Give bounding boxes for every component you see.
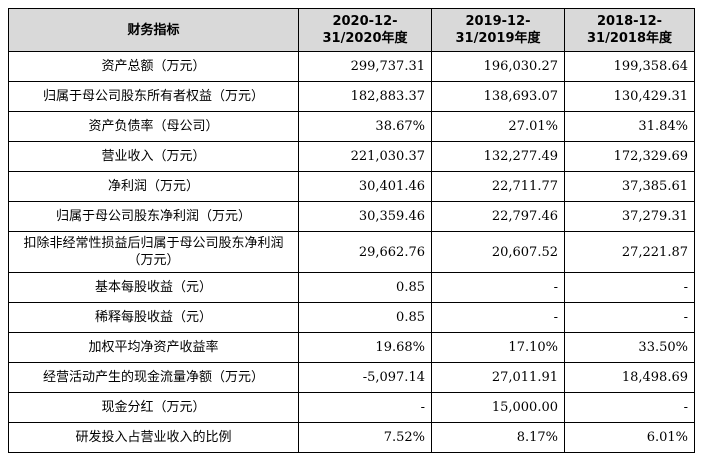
cell-2018: 27,221.87 [564, 231, 695, 273]
cell-2019: 22,711.77 [431, 171, 565, 202]
header-2018: 2018-12-31/2018年度 [564, 8, 695, 52]
cell-2019: - [431, 302, 565, 333]
table-row: 营业收入（万元） 221,030.37 132,277.49 172,329.6… [8, 141, 695, 172]
cell-2018: 130,429.31 [564, 81, 695, 112]
cell-2020: 30,401.46 [298, 171, 432, 202]
table-row: 基本每股收益（元） 0.85 - - [8, 272, 695, 303]
cell-2018: 31.84% [564, 111, 695, 142]
cell-2019: 196,030.27 [431, 51, 565, 82]
row-label: 扣除非经常性损益后归属于母公司股东净利润（万元） [8, 231, 299, 273]
cell-2019: 8.17% [431, 422, 565, 453]
cell-2019: - [431, 272, 565, 303]
cell-2020: 29,662.76 [298, 231, 432, 273]
cell-2018: - [564, 272, 695, 303]
cell-2019: 138,693.07 [431, 81, 565, 112]
cell-2020: 182,883.37 [298, 81, 432, 112]
cell-2018: - [564, 302, 695, 333]
cell-2019: 27.01% [431, 111, 565, 142]
row-label: 稀释每股收益（元） [8, 302, 299, 333]
header-indicator: 财务指标 [8, 8, 299, 52]
cell-2019: 20,607.52 [431, 231, 565, 273]
table-row: 资产负债率（母公司） 38.67% 27.01% 31.84% [8, 111, 695, 142]
table-row: 归属于母公司股东所有者权益（万元） 182,883.37 138,693.07 … [8, 81, 695, 112]
table-row: 净利润（万元） 30,401.46 22,711.77 37,385.61 [8, 171, 695, 202]
header-2020: 2020-12-31/2020年度 [298, 8, 432, 52]
table-row: 资产总额（万元） 299,737.31 196,030.27 199,358.6… [8, 51, 695, 82]
row-label: 资产负债率（母公司） [8, 111, 299, 142]
row-label: 研发投入占营业收入的比例 [8, 422, 299, 453]
cell-2018: 6.01% [564, 422, 695, 453]
cell-2019: 17.10% [431, 332, 565, 363]
cell-2020: 221,030.37 [298, 141, 432, 172]
cell-2020: - [298, 392, 432, 423]
cell-2019: 15,000.00 [431, 392, 565, 423]
cell-2020: 19.68% [298, 332, 432, 363]
table-row: 研发投入占营业收入的比例 7.52% 8.17% 6.01% [8, 422, 695, 453]
row-label: 加权平均净资产收益率 [8, 332, 299, 363]
table-row: 稀释每股收益（元） 0.85 - - [8, 302, 695, 333]
cell-2020: 0.85 [298, 272, 432, 303]
row-label: 资产总额（万元） [8, 51, 299, 82]
cell-2018: 199,358.64 [564, 51, 695, 82]
table-row: 归属于母公司股东净利润（万元） 30,359.46 22,797.46 37,2… [8, 201, 695, 232]
row-label: 现金分红（万元） [8, 392, 299, 423]
header-row: 财务指标 2020-12-31/2020年度 2019-12-31/2019年度… [8, 8, 695, 52]
row-label: 归属于母公司股东净利润（万元） [8, 201, 299, 232]
row-label: 营业收入（万元） [8, 141, 299, 172]
cell-2019: 132,277.49 [431, 141, 565, 172]
cell-2018: 18,498.69 [564, 362, 695, 393]
table-row: 加权平均净资产收益率 19.68% 17.10% 33.50% [8, 332, 695, 363]
cell-2020: 299,737.31 [298, 51, 432, 82]
table-row: 扣除非经常性损益后归属于母公司股东净利润（万元） 29,662.76 20,60… [8, 231, 695, 273]
cell-2020: 0.85 [298, 302, 432, 333]
cell-2020: 30,359.46 [298, 201, 432, 232]
cell-2020: 38.67% [298, 111, 432, 142]
row-label: 经营活动产生的现金流量净额（万元） [8, 362, 299, 393]
header-2019: 2019-12-31/2019年度 [431, 8, 565, 52]
table-row: 现金分红（万元） - 15,000.00 - [8, 392, 695, 423]
row-label: 基本每股收益（元） [8, 272, 299, 303]
row-label: 归属于母公司股东所有者权益（万元） [8, 81, 299, 112]
cell-2018: 37,385.61 [564, 171, 695, 202]
cell-2018: - [564, 392, 695, 423]
row-label: 净利润（万元） [8, 171, 299, 202]
table-row: 经营活动产生的现金流量净额（万元） -5,097.14 27,011.91 18… [8, 362, 695, 393]
cell-2019: 27,011.91 [431, 362, 565, 393]
cell-2020: -5,097.14 [298, 362, 432, 393]
financial-indicators-table: 财务指标 2020-12-31/2020年度 2019-12-31/2019年度… [8, 8, 695, 453]
cell-2020: 7.52% [298, 422, 432, 453]
cell-2018: 172,329.69 [564, 141, 695, 172]
cell-2018: 37,279.31 [564, 201, 695, 232]
cell-2018: 33.50% [564, 332, 695, 363]
cell-2019: 22,797.46 [431, 201, 565, 232]
